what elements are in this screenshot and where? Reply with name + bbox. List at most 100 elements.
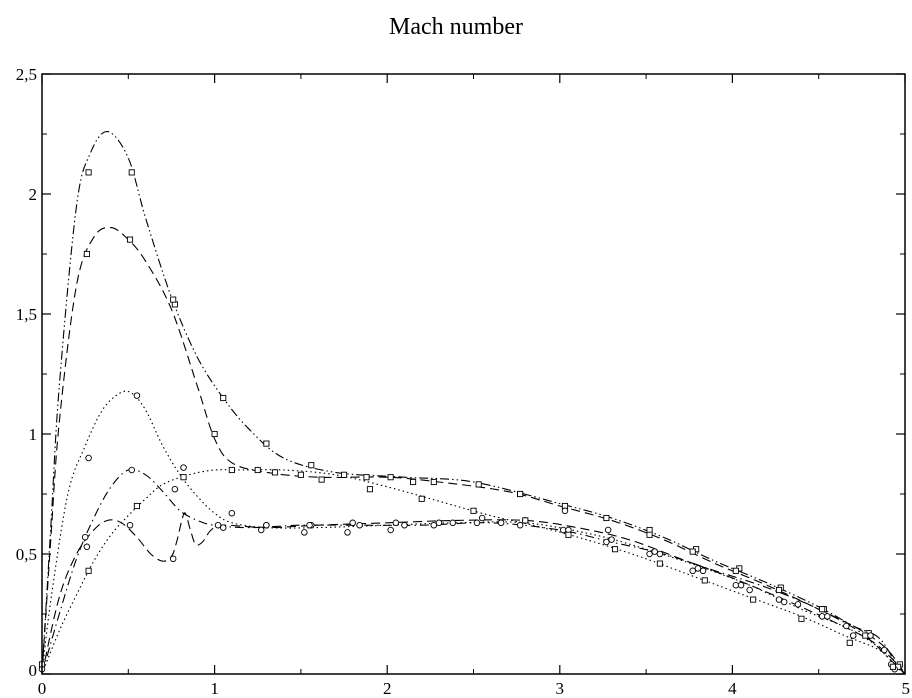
series-line-5 [41, 512, 906, 675]
series-3-point [85, 454, 92, 462]
series-3-point [356, 521, 363, 529]
series-4-point [849, 632, 857, 639]
series-6-point [133, 502, 140, 510]
y-tick-label: 0 [29, 661, 38, 680]
series-4-point [301, 529, 308, 536]
series-6-point [750, 596, 757, 603]
plot-frame [41, 73, 906, 675]
y-tick-label: 2 [29, 185, 38, 204]
series-2-point [646, 531, 653, 538]
series-4-point [257, 526, 265, 534]
series-4-point [387, 526, 394, 534]
series-2-point [862, 632, 869, 639]
series-1-point [220, 394, 227, 402]
series-2-point [689, 548, 696, 555]
series-3-point [794, 601, 802, 608]
y-tick-label: 1 [29, 425, 38, 444]
x-tick-labels: 0 1 2 3 4 5 [38, 679, 910, 698]
series-6-point [656, 560, 663, 567]
y-tick-label: 1,5 [16, 305, 37, 324]
chart-title: Mach number [389, 14, 523, 40]
series-3-point [180, 464, 187, 471]
series-line-4 [41, 468, 906, 675]
x-tick-label: 1 [210, 679, 219, 698]
series-5-point [83, 543, 91, 551]
series-1-point [410, 478, 417, 486]
series-line-1 [41, 131, 906, 675]
series-1-point [363, 474, 370, 481]
series-4-point [603, 538, 610, 546]
series-5-point [824, 613, 831, 620]
series-2-point [775, 586, 783, 594]
series-5-point [867, 632, 874, 639]
series-5-point [694, 565, 702, 572]
series-1-point [308, 462, 315, 469]
series-6-point [366, 486, 373, 493]
x-tick-label: 5 [902, 679, 911, 698]
series-1-point [128, 169, 135, 176]
series-6-point [522, 517, 529, 524]
series-1-point [263, 440, 270, 447]
marker-group [38, 169, 903, 673]
series-2-point [170, 296, 177, 303]
series-2-point [819, 606, 826, 613]
series-3-point [449, 519, 457, 527]
series-5-point [392, 519, 400, 527]
series-5-point [608, 536, 615, 543]
series-2-point [297, 471, 304, 478]
series-6-point [418, 495, 425, 502]
series-4-point [344, 529, 351, 536]
series-2-point [254, 466, 261, 474]
series-1-point [475, 481, 482, 488]
x-tick-label: 4 [728, 679, 737, 698]
series-5-point [219, 524, 227, 531]
series-line-3 [41, 390, 906, 675]
series-4-point [775, 596, 783, 603]
y-tick-label: 2,5 [16, 65, 37, 84]
series-4-point [128, 466, 136, 474]
series-5-point [263, 521, 270, 529]
series-2-point [387, 474, 394, 481]
series-6-point [889, 663, 896, 670]
series-6-point [611, 546, 619, 553]
series-6-point [470, 507, 477, 514]
series-1-point [85, 169, 92, 176]
series-5-point [651, 548, 658, 555]
x-tick-label: 2 [383, 679, 392, 698]
series-4-point [689, 567, 696, 575]
series-5-point [780, 598, 788, 606]
series-3-point [401, 521, 408, 529]
series-3-point [746, 586, 753, 594]
x-tick-label: 0 [38, 679, 47, 698]
series-6-point [846, 639, 853, 646]
series-5-point [126, 521, 134, 529]
series-2-point [126, 236, 134, 243]
series-2-point [603, 514, 610, 522]
axis-ticks [41, 73, 906, 675]
series-6-point [271, 469, 279, 476]
series-5-point [169, 555, 177, 563]
series-5-point [435, 519, 443, 527]
series-2-point [211, 430, 218, 438]
series-4-point [473, 519, 481, 527]
series-5-point [737, 581, 745, 589]
series-5-point [478, 514, 486, 522]
series-3-point [561, 507, 569, 515]
series-3-point [228, 509, 236, 517]
series-6-point [318, 476, 325, 483]
series-4-point [430, 521, 438, 529]
series-2-point [517, 490, 524, 498]
series-2-point [732, 567, 739, 574]
series-3-point [133, 392, 141, 399]
series-3-point [843, 622, 850, 630]
series-3-point [656, 550, 664, 558]
x-tick-label: 3 [556, 679, 565, 698]
series-line-6 [41, 469, 906, 675]
series-group [41, 131, 906, 675]
series-4-point [81, 533, 89, 541]
series-2-point [430, 478, 437, 486]
series-3-point [497, 519, 505, 527]
series-6-point [701, 577, 708, 584]
y-tick-label: 0,5 [16, 545, 37, 564]
